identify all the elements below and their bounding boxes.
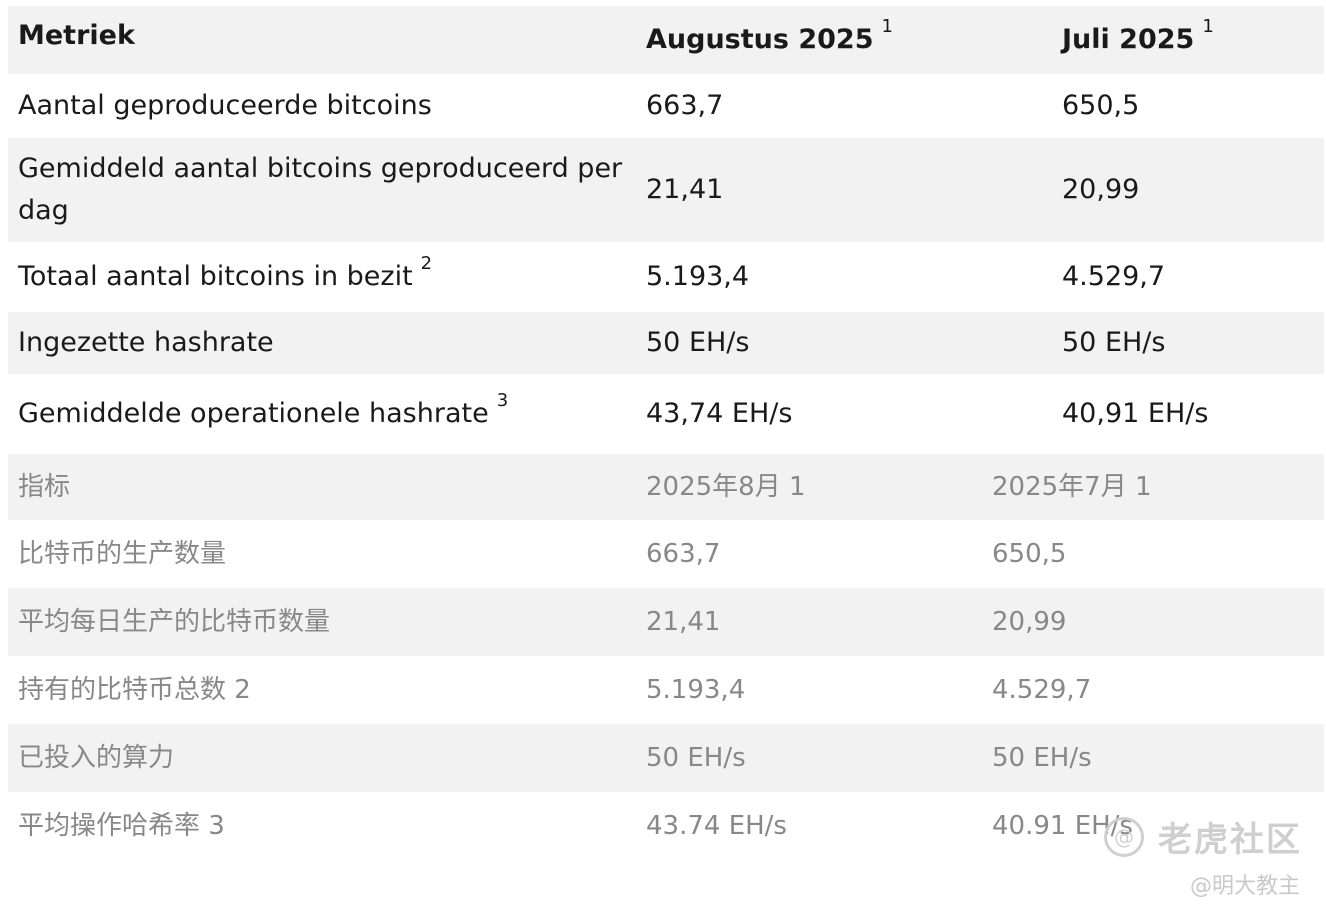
metric-footnote: 2 (420, 253, 433, 274)
august-value: 21,41 (646, 174, 724, 205)
table-row: Gemiddeld aantal bitcoins geproduceerd p… (8, 138, 1324, 242)
metric-label: Aantal geproduceerde bitcoins (18, 90, 432, 121)
watermark-text: 老虎社区 (1158, 820, 1302, 860)
table-row: Aantal geproduceerde bitcoins 663,7 650,… (8, 74, 1324, 138)
table-header-row: 指标 2025年8月 1 2025年7月 1 (8, 454, 1324, 520)
july-value: 50 EH/s (992, 743, 1092, 773)
header-august: Augustus 2025 1 (636, 16, 1052, 61)
metric-label: Gemiddeld aantal bitcoins geproduceerd p… (18, 153, 623, 226)
table-row: Ingezette hashrate 50 EH/s 50 EH/s (8, 312, 1324, 374)
august-value: 43.74 EH/s (646, 811, 787, 841)
header-august: 2025年8月 1 (646, 472, 806, 502)
header-metric: 指标 (18, 472, 71, 502)
table-row: 持有的比特币总数 2 5.193,4 4.529,7 (8, 656, 1324, 724)
august-value: 5.193,4 (646, 675, 746, 705)
metric-label: Ingezette hashrate (18, 327, 274, 358)
header-august-footnote: 1 (881, 16, 893, 37)
table-header-row: Metriek Augustus 2025 1 Juli 2025 1 (8, 6, 1324, 74)
metric-label-cell: Totaal aantal bitcoins in bezit 2 (8, 253, 636, 298)
table-row: 平均操作哈希率 3 43.74 EH/s 40.91 EH/s (8, 792, 1324, 860)
watermark: @ 老虎社区 (1104, 812, 1302, 861)
july-value: 4.529,7 (992, 675, 1092, 705)
watermark-logo-icon: @ (1104, 816, 1144, 857)
august-value: 50 EH/s (646, 327, 750, 358)
july-value: 650,5 (992, 539, 1067, 569)
august-value: 21,41 (646, 607, 721, 637)
chinese-translation-table: 指标 2025年8月 1 2025年7月 1 比特币的生产数量 663,7 65… (8, 454, 1324, 860)
metric-label: 平均操作哈希率 3 (18, 811, 225, 841)
metric-label: Gemiddelde operationele hashrate (18, 398, 489, 429)
july-value: 40,91 EH/s (1062, 398, 1209, 429)
july-value: 4.529,7 (1062, 261, 1166, 292)
table-row: 比特币的生产数量 663,7 650,5 (8, 520, 1324, 588)
header-july-label: Juli 2025 (1062, 24, 1195, 55)
header-metric: Metriek (18, 20, 135, 51)
metric-footnote: 3 (496, 390, 509, 411)
table-row: Gemiddelde operationele hashrate 3 43,74 … (8, 374, 1324, 454)
metric-label: 已投入的算力 (18, 743, 175, 773)
header-august-label: Augustus 2025 (646, 24, 874, 55)
watermark-handle: @明大教主 (1189, 874, 1300, 899)
july-value: 20,99 (992, 607, 1067, 637)
table-row: 平均每日生产的比特币数量 21,41 20,99 (8, 588, 1324, 656)
july-value: 20,99 (1062, 174, 1140, 205)
august-value: 50 EH/s (646, 743, 746, 773)
august-value: 663,7 (646, 90, 724, 121)
metric-label: 持有的比特币总数 2 (18, 675, 251, 705)
table-row: Totaal aantal bitcoins in bezit 2 5.193,4… (8, 242, 1324, 312)
metric-label: 平均每日生产的比特币数量 (18, 607, 331, 637)
metric-label-cell: Gemiddelde operationele hashrate 3 (8, 390, 636, 435)
july-value: 50 EH/s (1062, 327, 1166, 358)
july-value: 650,5 (1062, 90, 1140, 121)
header-july: Juli 2025 1 (1052, 16, 1324, 61)
august-value: 5.193,4 (646, 261, 750, 292)
metric-label: 比特币的生产数量 (18, 539, 227, 569)
header-july: 2025年7月 1 (992, 472, 1152, 502)
header-july-footnote: 1 (1202, 16, 1214, 37)
metric-label: Totaal aantal bitcoins in bezit (18, 261, 413, 292)
august-value: 43,74 EH/s (646, 398, 793, 429)
table-row: 已投入的算力 50 EH/s 50 EH/s (8, 724, 1324, 792)
august-value: 663,7 (646, 539, 721, 569)
data-table: Metriek Augustus 2025 1 Juli 2025 1 Aantal… (8, 6, 1324, 860)
